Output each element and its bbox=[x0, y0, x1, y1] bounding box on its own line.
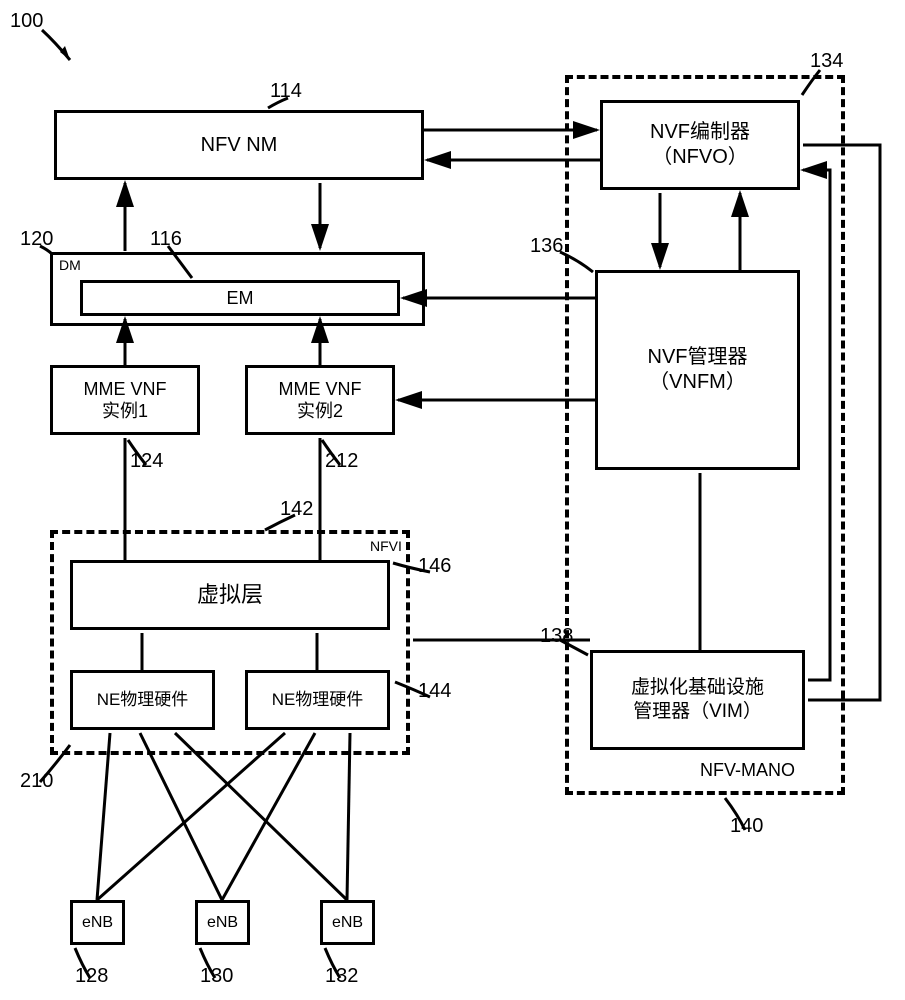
diagram-canvas: 100 NFV-MANO NFV NM NVF编制器 （NFVO） DM EM … bbox=[0, 0, 905, 1000]
ref-210: 210 bbox=[20, 770, 53, 793]
virtual-layer-label: 虚拟层 bbox=[197, 581, 263, 609]
ref-128: 128 bbox=[75, 965, 108, 988]
nfvo-box: NVF编制器 （NFVO） bbox=[600, 100, 800, 190]
ref-212: 212 bbox=[325, 450, 358, 473]
enb-3-box: eNB bbox=[320, 900, 375, 945]
vim-box: 虚拟化基础设施 管理器（VIM） bbox=[590, 650, 805, 750]
ref-130: 130 bbox=[200, 965, 233, 988]
mme-vnf-2-box: MME VNF 实例2 bbox=[245, 365, 395, 435]
enb-1-label: eNB bbox=[82, 913, 113, 933]
enb-2-box: eNB bbox=[195, 900, 250, 945]
vnfm-box: NVF管理器 （VNFM） bbox=[595, 270, 800, 470]
ref-146: 146 bbox=[418, 555, 451, 578]
ref-116: 116 bbox=[150, 228, 182, 251]
ref-120: 120 bbox=[20, 228, 53, 251]
ref-138: 138 bbox=[540, 625, 573, 648]
mme-vnf-1-box: MME VNF 实例1 bbox=[50, 365, 200, 435]
vim-label: 虚拟化基础设施 管理器（VIM） bbox=[631, 676, 764, 724]
ref-132: 132 bbox=[325, 965, 358, 988]
ref-142: 142 bbox=[280, 498, 313, 521]
ref-136: 136 bbox=[530, 235, 563, 258]
ne-hw-2-box: NE物理硬件 bbox=[245, 670, 390, 730]
enb-3-label: eNB bbox=[332, 913, 363, 933]
ref-114: 114 bbox=[270, 80, 302, 103]
virtual-layer-box: 虚拟层 bbox=[70, 560, 390, 630]
ref-124: 124 bbox=[130, 450, 163, 473]
ref-134: 134 bbox=[810, 50, 843, 73]
ref-140: 140 bbox=[730, 815, 763, 838]
ne-hw-1-box: NE物理硬件 bbox=[70, 670, 215, 730]
dm-label: DM bbox=[59, 257, 81, 275]
ref-144: 144 bbox=[418, 680, 451, 703]
em-box: EM bbox=[80, 280, 400, 316]
ne-hw-1-label: NE物理硬件 bbox=[97, 689, 189, 710]
nfv-mano-label: NFV-MANO bbox=[700, 760, 795, 781]
em-label: EM bbox=[227, 287, 254, 310]
mme-vnf-2-label: MME VNF 实例2 bbox=[279, 378, 362, 423]
ref-100: 100 bbox=[10, 10, 43, 33]
enb-2-label: eNB bbox=[207, 913, 238, 933]
ne-hw-2-label: NE物理硬件 bbox=[272, 689, 364, 710]
nfvi-label: NFVI bbox=[370, 538, 402, 554]
enb-1-box: eNB bbox=[70, 900, 125, 945]
vnfm-label: NVF管理器 （VNFM） bbox=[648, 345, 748, 395]
mme-vnf-1-label: MME VNF 实例1 bbox=[84, 378, 167, 423]
nfv-nm-box: NFV NM bbox=[54, 110, 424, 180]
nfvo-label: NVF编制器 （NFVO） bbox=[650, 120, 750, 170]
nfv-nm-label: NFV NM bbox=[201, 133, 278, 158]
